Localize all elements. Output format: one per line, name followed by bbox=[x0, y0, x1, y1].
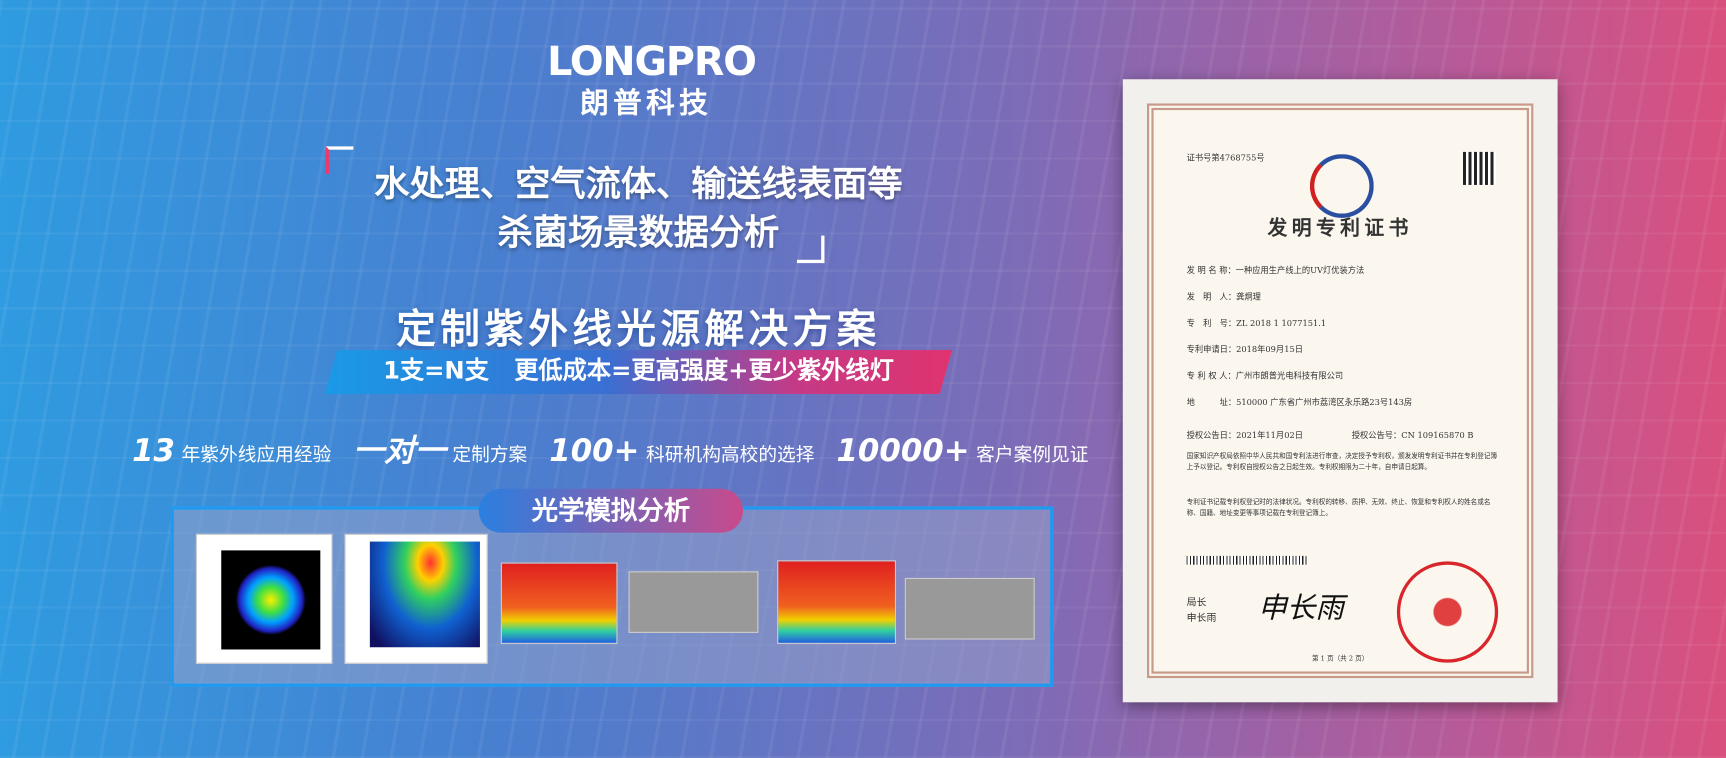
feature-text: 客户案例见证 bbox=[976, 444, 1089, 467]
simulation-image bbox=[904, 577, 1035, 640]
simulation-image bbox=[500, 562, 618, 644]
feature-number: 13 bbox=[132, 432, 175, 469]
signer: 申长雨 bbox=[1186, 613, 1217, 625]
feature-text: 科研机构高校的选择 bbox=[646, 444, 815, 467]
solution-title: 定制紫外线光源解决方案 bbox=[396, 307, 881, 353]
feature-number: 一对一 bbox=[353, 432, 446, 469]
feature-text: 定制方案 bbox=[452, 444, 528, 467]
headline-line: 杀菌场景数据分析 bbox=[497, 211, 780, 254]
emblem bbox=[1309, 154, 1374, 218]
certificate-field: 专 利 号：ZL 2018 1 1077151.1 bbox=[1186, 318, 1327, 329]
certificate-field: 专 利 权 人：广州市朗普光电科技有限公司 bbox=[1186, 370, 1344, 381]
certificate-field: 发 明 名 称：一种应用生产线上的UV灯优装方法 bbox=[1186, 265, 1365, 276]
bracket-open bbox=[325, 146, 354, 174]
simulation-title: 光学模拟分析 bbox=[478, 488, 744, 533]
certificate-field: 专利申请日：2018年09月15日 bbox=[1186, 344, 1303, 355]
simulation-image bbox=[344, 533, 488, 664]
certificate-number: 证书号第4768755号 bbox=[1186, 153, 1265, 163]
logo-brand: LONGPRO bbox=[547, 39, 757, 85]
simulation-image bbox=[628, 571, 759, 633]
feature-number: 10000+ bbox=[836, 432, 970, 469]
simulation-box bbox=[170, 506, 1054, 687]
feature-number: 100+ bbox=[549, 432, 640, 469]
headline-line: 水处理、空气流体、输送线表面等 bbox=[374, 162, 903, 205]
simulation-image bbox=[195, 533, 333, 664]
features: 13 年紫外线应用经验 一对一 定制方案 100+ 科研机构高校的选择 10000+ 客户案例… bbox=[132, 427, 1123, 471]
seal bbox=[1396, 561, 1499, 663]
certificate-field: 发 明 人：龚炯理 bbox=[1186, 291, 1261, 302]
certificate-field: 地 址：510000 广东省广州市荔湾区永乐路23号143房 bbox=[1186, 397, 1413, 408]
solution-tagline: 1支=N支 更低成本=更高强度+更少紫外线灯 bbox=[383, 357, 894, 386]
certificate-paragraph: 国家知识产权局依照中华人民共和国专利法进行审查，决定授予专利权，颁发发明专利证书… bbox=[1186, 452, 1498, 472]
page-number: 第 1 页（共 2 页） bbox=[1311, 654, 1369, 663]
logo-name: 朗普科技 bbox=[580, 86, 713, 120]
feature-text: 年紫外线应用经验 bbox=[181, 444, 332, 467]
tagline-band bbox=[324, 350, 953, 395]
grant-number: 授权公告号：CN 109165870 B bbox=[1351, 430, 1474, 441]
logo: LONGPRO 朗普科技 bbox=[547, 39, 757, 121]
signature-title: 局长 bbox=[1186, 597, 1207, 609]
simulation-image bbox=[777, 560, 897, 644]
bracket-close bbox=[796, 235, 825, 264]
barcode bbox=[1186, 555, 1308, 565]
certificate-paragraph: 专利证书记载专利权登记时的法律状况。专利权的转移、质押、无效、终止、恢复和专利权… bbox=[1186, 498, 1491, 518]
qr-code bbox=[1462, 151, 1496, 185]
grant-date: 授权公告日：2021年11月02日 bbox=[1186, 430, 1303, 441]
certificate-title: 发明专利证书 bbox=[1267, 216, 1413, 240]
certificate: 证书号第4768755号 发明专利证书 发 明 名 称：一种应用生产线上的UV灯… bbox=[1122, 79, 1558, 703]
signature: 申长雨 bbox=[1258, 592, 1345, 626]
certificate-page: 证书号第4768755号 发明专利证书 发 明 名 称：一种应用生产线上的UV灯… bbox=[1147, 103, 1534, 679]
